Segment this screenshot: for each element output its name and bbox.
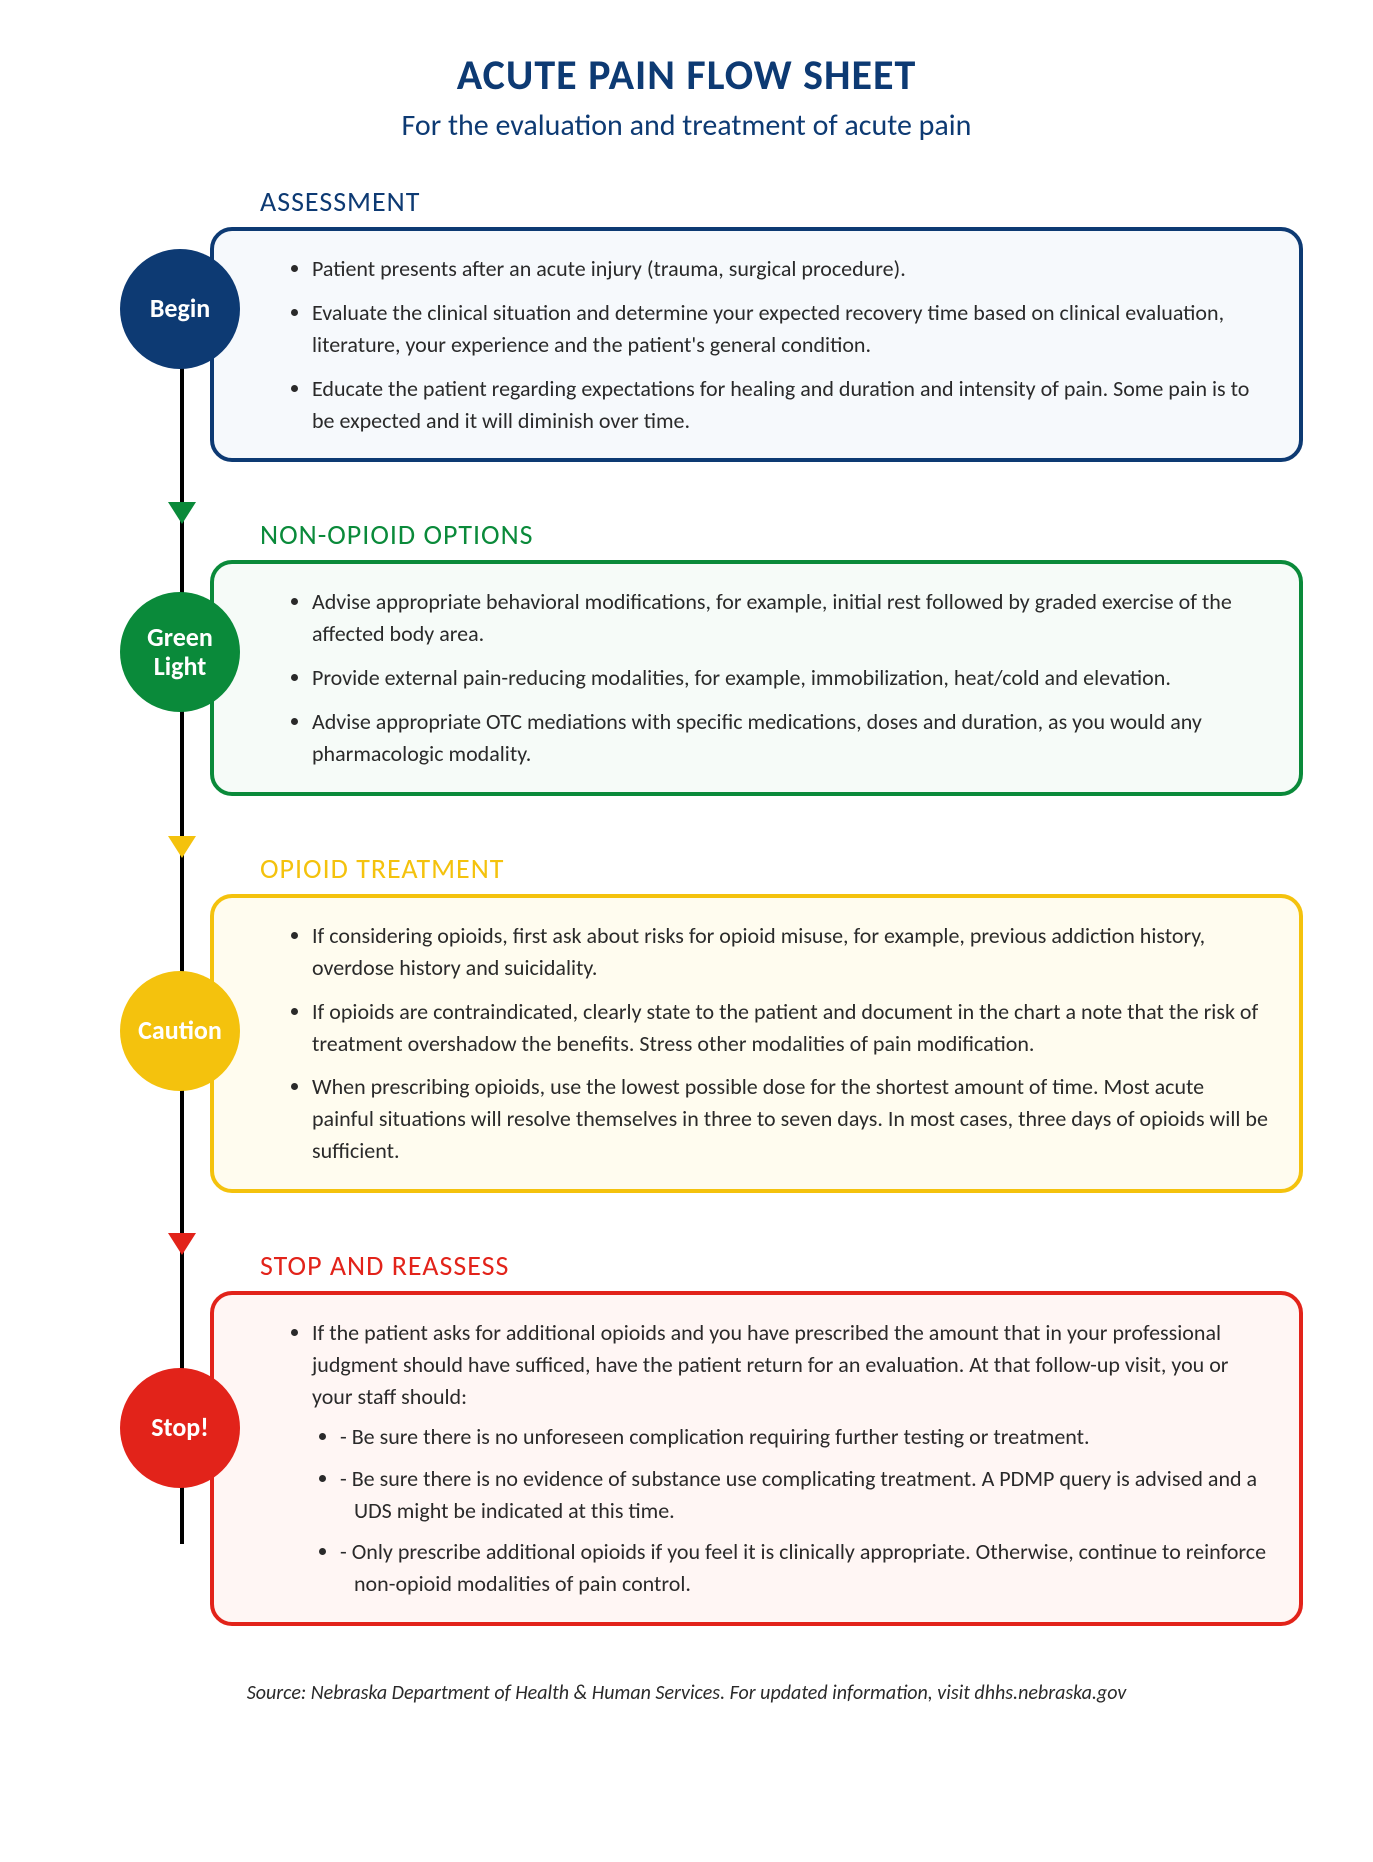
bullet-list: Advise appropriate behavioral modificati… bbox=[284, 586, 1269, 769]
source-attribution: Source: Nebraska Department of Health & … bbox=[70, 1681, 1303, 1705]
flow-container: ASSESSMENT Begin Patient presents after an… bbox=[70, 184, 1303, 1626]
bullet-item: Educate the patient regarding expectatio… bbox=[312, 373, 1269, 437]
sub-bullet-item: Only prescribe additional opioids if you… bbox=[340, 1536, 1269, 1600]
header: ACUTE PAIN FLOW SHEET For the evaluation… bbox=[70, 50, 1303, 144]
flow-step-green: NON-OPIOID OPTIONSGreenLightAdvise appro… bbox=[130, 517, 1303, 795]
step-badge: Begin bbox=[120, 249, 240, 369]
flow-step-stop: STOP AND REASSESSStop!If the patient ask… bbox=[130, 1248, 1303, 1626]
flow-step-caution: OPIOID TREATMENTCautionIf considering op… bbox=[130, 851, 1303, 1193]
step-heading: STOP AND REASSESS bbox=[260, 1248, 1303, 1283]
step-heading: NON-OPIOID OPTIONS bbox=[260, 517, 1303, 552]
sub-bullet-item: Be sure there is no evidence of substanc… bbox=[340, 1463, 1269, 1527]
page-subtitle: For the evaluation and treatment of acut… bbox=[70, 107, 1303, 144]
sub-bullet-item: Be sure there is no unforeseen complicat… bbox=[340, 1421, 1269, 1453]
arrow-icon bbox=[168, 502, 196, 524]
step-box: Patient presents after an acute injury (… bbox=[210, 227, 1303, 462]
bullet-item: If considering opioids, first ask about … bbox=[312, 920, 1269, 984]
step-badge: Stop! bbox=[120, 1368, 240, 1488]
bullet-item: Advise appropriate OTC mediations with s… bbox=[312, 706, 1269, 770]
arrow-icon bbox=[168, 1233, 196, 1255]
step-heading: ASSESSMENT bbox=[260, 184, 1303, 219]
bullet-item: When prescribing opioids, use the lowest… bbox=[312, 1071, 1269, 1167]
arrow-icon bbox=[168, 836, 196, 858]
bullet-item: Evaluate the clinical situation and dete… bbox=[312, 297, 1269, 361]
bullet-item: If the patient asks for additional opioi… bbox=[312, 1317, 1269, 1600]
bullet-item: Provide external pain-reducing modalitie… bbox=[312, 662, 1269, 694]
step-badge: GreenLight bbox=[120, 592, 240, 712]
bullet-list: If the patient asks for additional opioi… bbox=[284, 1317, 1269, 1600]
step-box: If considering opioids, first ask about … bbox=[210, 894, 1303, 1193]
bullet-item: Advise appropriate behavioral modificati… bbox=[312, 586, 1269, 650]
bullet-item: Patient presents after an acute injury (… bbox=[312, 253, 1269, 285]
step-box: Advise appropriate behavioral modificati… bbox=[210, 560, 1303, 795]
sub-bullet-list: Be sure there is no unforeseen complicat… bbox=[312, 1421, 1269, 1600]
step-box: If the patient asks for additional opioi… bbox=[210, 1291, 1303, 1626]
bullet-list: Patient presents after an acute injury (… bbox=[284, 253, 1269, 436]
flow-step-begin: ASSESSMENTBeginPatient presents after an… bbox=[130, 184, 1303, 462]
bullet-item: If opioids are contraindicated, clearly … bbox=[312, 996, 1269, 1060]
bullet-list: If considering opioids, first ask about … bbox=[284, 920, 1269, 1167]
page-title: ACUTE PAIN FLOW SHEET bbox=[70, 50, 1303, 101]
step-heading: OPIOID TREATMENT bbox=[260, 851, 1303, 886]
step-badge: Caution bbox=[120, 971, 240, 1091]
